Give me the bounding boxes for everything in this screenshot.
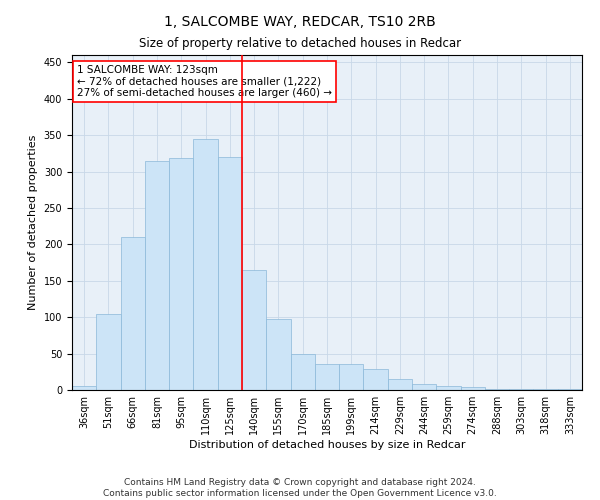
- Text: 1 SALCOMBE WAY: 123sqm
← 72% of detached houses are smaller (1,222)
27% of semi-: 1 SALCOMBE WAY: 123sqm ← 72% of detached…: [77, 65, 332, 98]
- Bar: [72, 386, 96, 390]
- Bar: [388, 379, 412, 390]
- Text: Size of property relative to detached houses in Redcar: Size of property relative to detached ho…: [139, 38, 461, 51]
- Bar: [412, 384, 436, 390]
- Bar: [169, 158, 193, 390]
- X-axis label: Distribution of detached houses by size in Redcar: Distribution of detached houses by size …: [189, 440, 465, 450]
- Text: 1, SALCOMBE WAY, REDCAR, TS10 2RB: 1, SALCOMBE WAY, REDCAR, TS10 2RB: [164, 15, 436, 29]
- Bar: [218, 157, 242, 390]
- Bar: [242, 270, 266, 390]
- Bar: [436, 386, 461, 390]
- Text: Contains HM Land Registry data © Crown copyright and database right 2024.
Contai: Contains HM Land Registry data © Crown c…: [103, 478, 497, 498]
- Bar: [145, 160, 169, 390]
- Bar: [485, 388, 509, 390]
- Bar: [266, 320, 290, 390]
- Bar: [193, 138, 218, 390]
- Bar: [339, 364, 364, 390]
- Bar: [96, 314, 121, 390]
- Bar: [461, 387, 485, 390]
- Bar: [290, 354, 315, 390]
- Y-axis label: Number of detached properties: Number of detached properties: [28, 135, 38, 310]
- Bar: [315, 364, 339, 390]
- Bar: [364, 369, 388, 390]
- Bar: [121, 237, 145, 390]
